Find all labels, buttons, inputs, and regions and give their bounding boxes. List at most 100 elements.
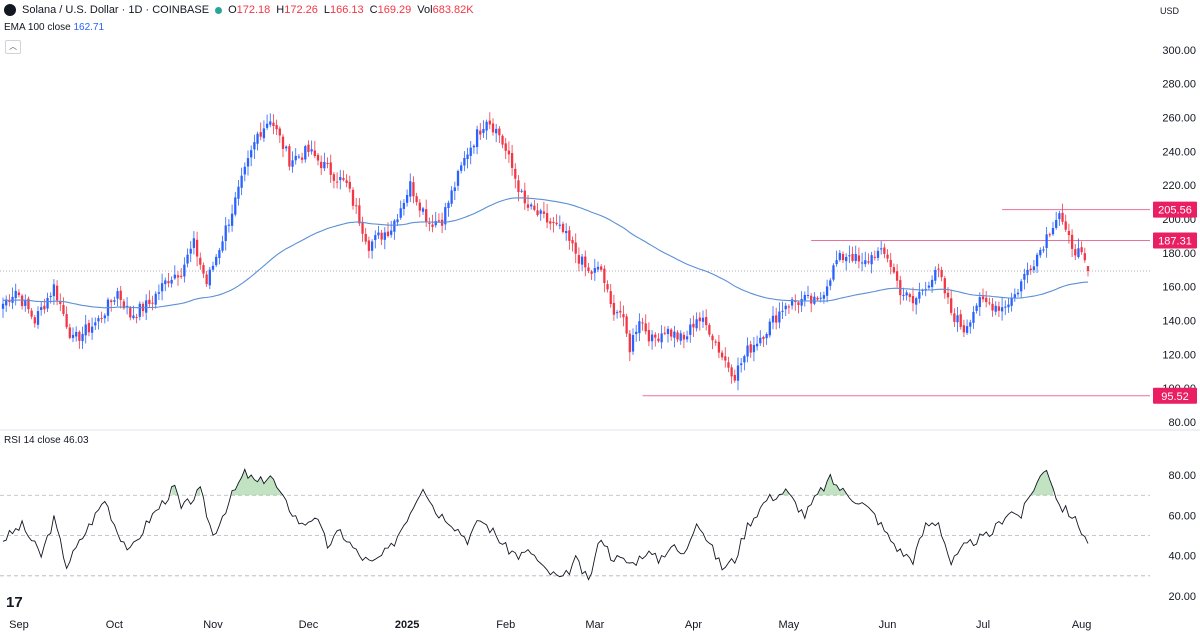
- candle: [1035, 254, 1039, 267]
- candle: [899, 280, 902, 296]
- candle: [545, 213, 549, 223]
- candle: [323, 161, 326, 169]
- candle: [1016, 292, 1020, 295]
- candle: [437, 220, 441, 222]
- candle: [695, 319, 698, 329]
- candle: [90, 326, 94, 333]
- price-tick-label: 240.00: [1162, 146, 1196, 158]
- candle: [1061, 212, 1064, 222]
- candle: [743, 356, 746, 363]
- candle: [1029, 268, 1032, 271]
- candle: [20, 295, 24, 306]
- candle: [447, 202, 450, 209]
- candle: [122, 301, 126, 309]
- candle: [291, 160, 294, 167]
- time-tick-label: Aug: [1072, 619, 1092, 631]
- candle: [746, 345, 749, 357]
- candle: [278, 128, 281, 136]
- candle: [507, 150, 511, 155]
- candle: [895, 271, 899, 281]
- candle: [154, 293, 157, 305]
- candle: [358, 205, 361, 224]
- rsi-legend[interactable]: RSI 14 close 46.03: [4, 435, 89, 446]
- candle: [530, 204, 533, 207]
- candle: [469, 147, 472, 156]
- candle: [835, 260, 838, 265]
- candle: [281, 136, 285, 149]
- tradingview-logo-icon: 17: [6, 594, 23, 611]
- close-value: 169.29: [377, 4, 412, 16]
- candle: [195, 239, 199, 257]
- candle: [5, 299, 8, 306]
- candle: [164, 280, 167, 285]
- price-axis: 80.00100.00120.00140.00160.00180.00200.0…: [1153, 45, 1197, 429]
- candle: [972, 311, 975, 323]
- symbol-title[interactable]: Solana / U.S. Dollar · 1D · COINBASE: [22, 4, 210, 16]
- candle: [622, 314, 625, 318]
- price-tick-label: 220.00: [1162, 180, 1196, 192]
- candle: [584, 256, 587, 268]
- market-status-icon: [215, 6, 223, 14]
- candle: [864, 260, 867, 265]
- candle: [985, 297, 988, 303]
- candle: [568, 230, 571, 241]
- candle: [215, 256, 218, 266]
- ema-legend[interactable]: EMA 100 close 162.71: [4, 22, 104, 33]
- rsi-tick-label: 60.00: [1168, 510, 1196, 522]
- candle: [272, 122, 275, 127]
- candle: [892, 267, 896, 273]
- candle: [905, 292, 908, 296]
- candle: [250, 150, 253, 158]
- candle: [405, 195, 409, 203]
- candle: [211, 265, 215, 270]
- candle: [78, 331, 81, 341]
- candle: [409, 181, 412, 197]
- candle: [100, 317, 103, 319]
- candle: [421, 208, 425, 212]
- candle: [577, 255, 581, 264]
- collapse-legend-icon[interactable]: ︿: [5, 40, 21, 54]
- candle: [320, 161, 323, 169]
- candle: [40, 307, 43, 311]
- candle: [635, 331, 638, 335]
- candle: [259, 132, 262, 137]
- time-tick-label: 2025: [395, 619, 419, 631]
- candle: [170, 279, 173, 284]
- candle: [854, 253, 857, 261]
- candle: [14, 290, 17, 299]
- candle: [383, 232, 386, 240]
- candle: [670, 329, 673, 337]
- time-tick-label: Sep: [9, 619, 29, 631]
- candle: [110, 300, 113, 303]
- candle: [466, 154, 469, 160]
- candle: [351, 189, 355, 206]
- candle: [192, 238, 196, 248]
- rsi-label: RSI 14 close: [4, 435, 61, 446]
- candle: [730, 367, 733, 377]
- candle: [978, 297, 981, 307]
- candle: [453, 187, 456, 192]
- candle: [1086, 266, 1090, 271]
- candle: [180, 275, 183, 277]
- candle: [889, 259, 892, 267]
- candle: [129, 307, 132, 318]
- candle: [377, 232, 380, 236]
- candle: [103, 315, 106, 319]
- candle: [752, 344, 756, 353]
- ema-line: [3, 197, 1089, 309]
- candle: [800, 299, 803, 306]
- candle: [908, 294, 911, 297]
- candle: [1058, 213, 1061, 220]
- candle: [654, 334, 657, 338]
- candle: [1074, 249, 1077, 256]
- candle: [17, 292, 21, 296]
- candle: [243, 166, 246, 175]
- candle: [832, 265, 835, 280]
- candle: [771, 315, 775, 323]
- candle: [167, 281, 170, 284]
- candle: [189, 248, 192, 254]
- time-tick-label: Apr: [685, 619, 702, 631]
- candle: [463, 157, 466, 166]
- candle: [1048, 234, 1051, 236]
